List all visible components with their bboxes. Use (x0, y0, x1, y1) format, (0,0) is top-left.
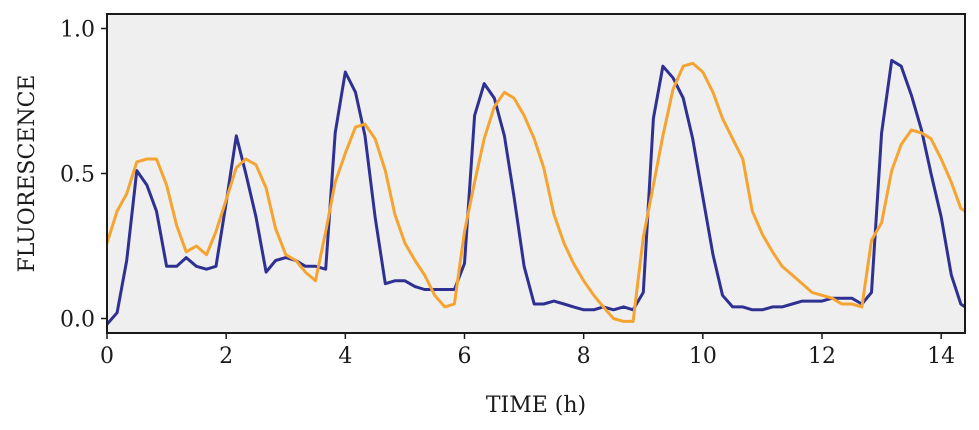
plot-area (106, 13, 966, 334)
x-tick-label: 10 (689, 344, 717, 369)
y-tick-label: 0.5 (60, 163, 95, 188)
x-tick-label: 6 (458, 344, 472, 369)
x-tick-label: 14 (927, 344, 955, 369)
x-tick-label: 8 (577, 344, 591, 369)
y-tick-label: 1.0 (60, 18, 95, 43)
series-line-navy (107, 58, 965, 326)
x-tick-label: 4 (338, 344, 352, 369)
x-tick-label: 0 (100, 344, 114, 369)
x-tick-label: 2 (219, 344, 233, 369)
x-axis-label: TIME (h) (486, 393, 586, 418)
y-axis-label: FLUORESCENCE (15, 75, 40, 273)
y-tick-label: 0.0 (60, 308, 95, 333)
x-tick-label: 12 (808, 344, 836, 369)
series-line-orange (107, 61, 965, 323)
